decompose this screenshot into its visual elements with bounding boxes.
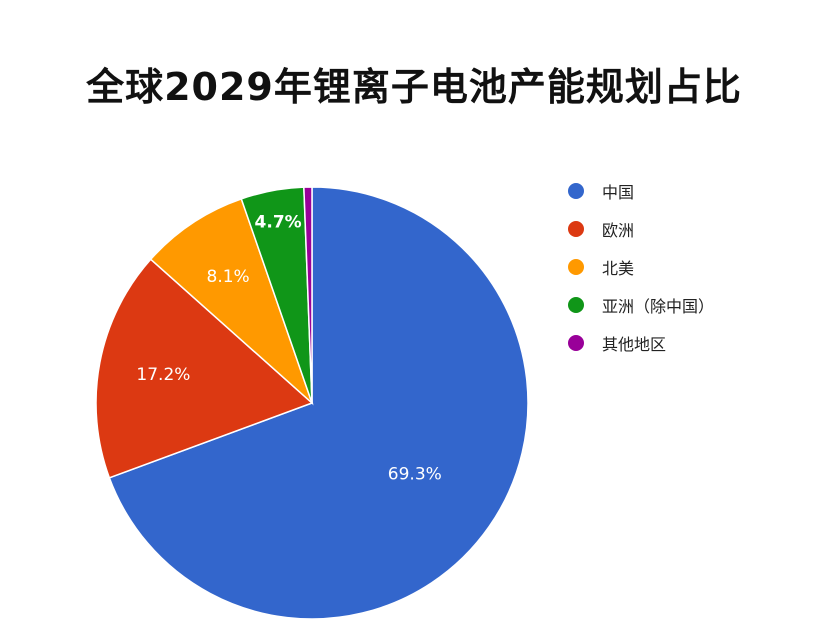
legend-item-china[interactable]: 中国 xyxy=(568,172,714,210)
legend-label-europe: 欧洲 xyxy=(602,221,635,240)
pie-slices xyxy=(95,186,529,620)
legend-label-china: 中国 xyxy=(602,183,635,202)
legend-swatch-asia-ex-china xyxy=(568,297,584,313)
pie-slice-other-regions[interactable] xyxy=(303,186,313,404)
slice-label-europe: 17.2% xyxy=(136,365,190,385)
legend-label-north-america: 北美 xyxy=(602,259,635,278)
slice-label-north-america: 8.1% xyxy=(207,267,250,287)
legend-item-asia-ex-china[interactable]: 亚洲（除中国） xyxy=(568,286,714,324)
chart-title: 全球2029年锂离子电池产能规划占比 xyxy=(86,65,742,109)
pie-slice-china[interactable] xyxy=(108,186,529,620)
legend-item-europe[interactable]: 欧洲 xyxy=(568,210,714,248)
legend-swatch-north-america xyxy=(568,259,584,275)
legend-swatch-china xyxy=(568,183,584,199)
legend-swatch-europe xyxy=(568,221,584,237)
legend-swatch-other-regions xyxy=(568,335,584,351)
pie-slice-north-america[interactable] xyxy=(149,197,314,406)
slice-label-china: 69.3% xyxy=(388,465,442,485)
legend-item-other-regions[interactable]: 其他地区 xyxy=(568,324,714,362)
legend-label-asia-ex-china: 亚洲（除中国） xyxy=(602,297,715,316)
pie-slice-europe[interactable] xyxy=(95,258,314,479)
legend-label-other-regions: 其他地区 xyxy=(602,335,667,354)
slice-label-asia-ex-china: 4.7% xyxy=(255,213,302,233)
pie-slice-labels: 69.3% 17.2% 8.1% 4.7% xyxy=(136,213,441,485)
legend-item-north-america[interactable]: 北美 xyxy=(568,248,714,286)
legend: 中国 欧洲 北美 亚洲（除中国） 其他地区 xyxy=(568,172,714,362)
